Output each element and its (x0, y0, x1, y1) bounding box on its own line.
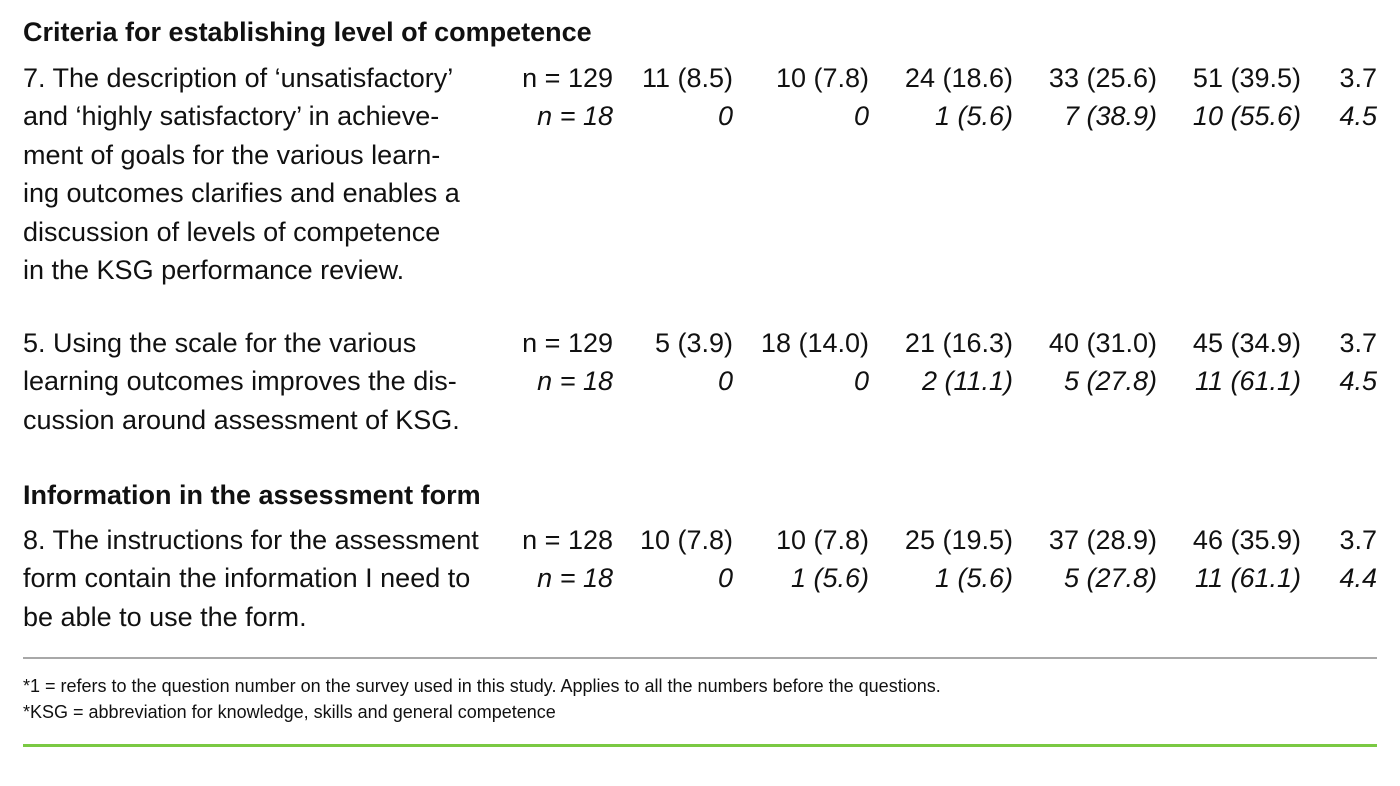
data-row-subgroup: n = 18 0 0 2 (11.1) 5 (27.8) 11 (61.1) 4… (23, 362, 1377, 400)
cell-scale-5: 51 (39.5) (1192, 63, 1301, 93)
cell-scale-5: 11 (61.1) (1194, 563, 1301, 594)
section-heading-information: Information in the assessment form (23, 480, 481, 510)
cell-scale-4: 5 (27.8) (1063, 563, 1157, 594)
cell-scale-2: 10 (7.8) (775, 63, 869, 93)
cell-n: n = 129 (522, 63, 613, 93)
bottom-green-rule (23, 744, 1377, 747)
question-line: learning outcomes improves the dis- (23, 366, 457, 397)
cell-n: n = 18 (537, 563, 613, 594)
cell-scale-1: 5 (3.9) (654, 328, 733, 358)
question-line: form contain the information I need to (23, 563, 471, 594)
footnotes: *1 = refers to the question number on th… (23, 673, 941, 725)
data-row-subgroup: n = 18 0 1 (5.6) 1 (5.6) 5 (27.8) 11 (61… (23, 559, 1377, 597)
question-line: in the KSG performance review. (23, 255, 405, 286)
footnote-ksg-abbreviation: *KSG = abbreviation for knowledge, skill… (23, 702, 556, 722)
cell-n: n = 128 (522, 525, 613, 555)
cell-scale-1: 0 (717, 101, 733, 132)
cell-scale-1: 11 (8.5) (641, 63, 733, 93)
cell-scale-3: 1 (5.6) (934, 563, 1013, 594)
question-line: discussion of levels of competence (23, 216, 441, 247)
section-heading-criteria: Criteria for establishing level of compe… (23, 17, 592, 47)
cell-scale-1: 0 (717, 366, 733, 397)
cell-scale-5: 45 (34.9) (1192, 328, 1301, 358)
cell-scale-2: 0 (853, 366, 869, 397)
cell-mean: 3.7 (1339, 328, 1377, 358)
cell-scale-1: 10 (7.8) (639, 525, 733, 555)
question-text: 5. Using the scale for the various learn… (23, 324, 508, 439)
cell-scale-4: 40 (31.0) (1048, 328, 1157, 358)
data-row-total: n = 128 10 (7.8) 10 (7.8) 25 (19.5) 37 (… (23, 521, 1377, 559)
question-line: 5. Using the scale for the various (23, 328, 417, 358)
data-row-total: n = 129 11 (8.5) 10 (7.8) 24 (18.6) 33 (… (23, 59, 1377, 97)
cell-mean: 4.4 (1339, 563, 1377, 594)
question-line: and ‘highly satisfactory’ in achieve- (23, 101, 440, 132)
cell-n: n = 18 (537, 366, 613, 397)
cell-scale-5: 10 (55.6) (1192, 101, 1301, 132)
cell-n: n = 129 (522, 328, 613, 358)
cell-scale-2: 18 (14.0) (760, 328, 869, 358)
cell-scale-1: 0 (717, 563, 733, 594)
cell-scale-3: 2 (11.1) (921, 366, 1013, 397)
cell-n: n = 18 (537, 101, 613, 132)
cell-scale-4: 33 (25.6) (1048, 63, 1157, 93)
cell-scale-4: 7 (38.9) (1063, 101, 1157, 132)
question-line: ment of goals for the various learn- (23, 139, 441, 170)
footnote-divider (23, 657, 1377, 659)
cell-scale-3: 21 (16.3) (904, 328, 1013, 358)
cell-mean: 3.7 (1339, 63, 1377, 93)
cell-scale-4: 37 (28.9) (1048, 525, 1157, 555)
footnote-question-number: *1 = refers to the question number on th… (23, 676, 941, 696)
cell-scale-2: 10 (7.8) (775, 525, 869, 555)
cell-mean: 3.7 (1339, 525, 1377, 555)
question-line: ing outcomes clarifies and enables a (23, 178, 460, 209)
cell-scale-3: 25 (19.5) (904, 525, 1013, 555)
data-row-subgroup: n = 18 0 0 1 (5.6) 7 (38.9) 10 (55.6) 4.… (23, 97, 1377, 135)
data-row-total: n = 129 5 (3.9) 18 (14.0) 21 (16.3) 40 (… (23, 324, 1377, 362)
question-text: 8. The instructions for the assessment f… (23, 521, 508, 636)
question-line: 8. The instructions for the assessment (23, 525, 479, 555)
cell-scale-2: 1 (5.6) (790, 563, 869, 594)
cell-scale-3: 1 (5.6) (934, 101, 1013, 132)
cell-mean: 4.5 (1339, 101, 1377, 132)
cell-scale-5: 46 (35.9) (1192, 525, 1301, 555)
question-line: be able to use the form. (23, 601, 307, 632)
cell-mean: 4.5 (1339, 366, 1377, 397)
question-line: 7. The description of ‘unsatisfactory’ (23, 63, 454, 93)
cell-scale-4: 5 (27.8) (1063, 366, 1157, 397)
cell-scale-2: 0 (853, 101, 869, 132)
cell-scale-5: 11 (61.1) (1194, 366, 1301, 397)
cell-scale-3: 24 (18.6) (904, 63, 1013, 93)
question-text: 7. The description of ‘unsatisfactory’ a… (23, 59, 508, 289)
question-line: cussion around assessment of KSG. (23, 404, 460, 435)
